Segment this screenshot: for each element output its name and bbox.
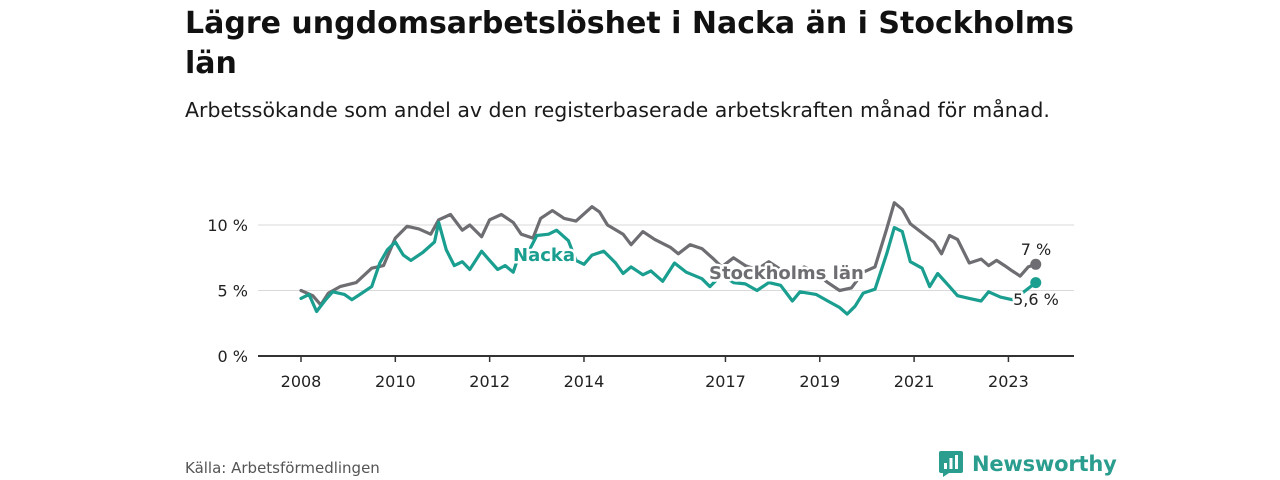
- series-labels: Nacka Stockholms län 7 % 5,6 %: [511, 238, 1062, 312]
- series-label-stockholm: Stockholms län: [709, 263, 864, 284]
- series-end-dot-stockholm: [1030, 258, 1042, 270]
- x-tick-label: 2021: [894, 372, 935, 391]
- y-tick-label: 10 %: [207, 216, 248, 235]
- end-value-label-nacka: 5,6 %: [1013, 290, 1059, 309]
- end-value-label-stockholm: 7 %: [1021, 240, 1051, 259]
- x-tick-label: 2017: [705, 372, 746, 391]
- chart-subtitle: Arbetssökande som andel av den registerb…: [185, 98, 1050, 122]
- source-note: Källa: Arbetsförmedlingen: [185, 459, 380, 477]
- x-tick-label: 2012: [469, 372, 510, 391]
- y-tick-label: 0 %: [218, 347, 248, 366]
- brand-name: Newsworthy: [972, 452, 1117, 476]
- chart-title: Lägre ungdomsarbetslöshet i Nacka än i S…: [185, 6, 1075, 81]
- brand-logo[interactable]: Newsworthy: [938, 450, 1117, 478]
- series-line-stockholm: [299, 201, 1038, 307]
- x-tick-label: 2008: [281, 372, 322, 391]
- x-tick-label: 2010: [375, 372, 416, 391]
- series-label-nacka: Nacka: [513, 245, 575, 266]
- series-lines: [299, 201, 1042, 316]
- series-end-dot-nacka: [1030, 277, 1042, 289]
- y-tick-label: 5 %: [218, 282, 248, 301]
- series-line-nacka: [299, 220, 1038, 316]
- x-tick-label: 2023: [988, 372, 1029, 391]
- x-axis: 2008 2010 2012 2014 2017 2019 2021 2023: [258, 355, 1074, 391]
- x-tick-label: 2014: [564, 372, 605, 391]
- y-axis-ticks: 0 % 5 % 10 %: [207, 216, 248, 366]
- newsworthy-logo-icon: [939, 451, 963, 477]
- grid-lines: [258, 224, 1074, 291]
- x-tick-label: 2019: [799, 372, 840, 391]
- line-chart: 0 %5 %10 % 2008 2010 2012 2014 2017 2019 2021 2…: [207, 201, 1074, 391]
